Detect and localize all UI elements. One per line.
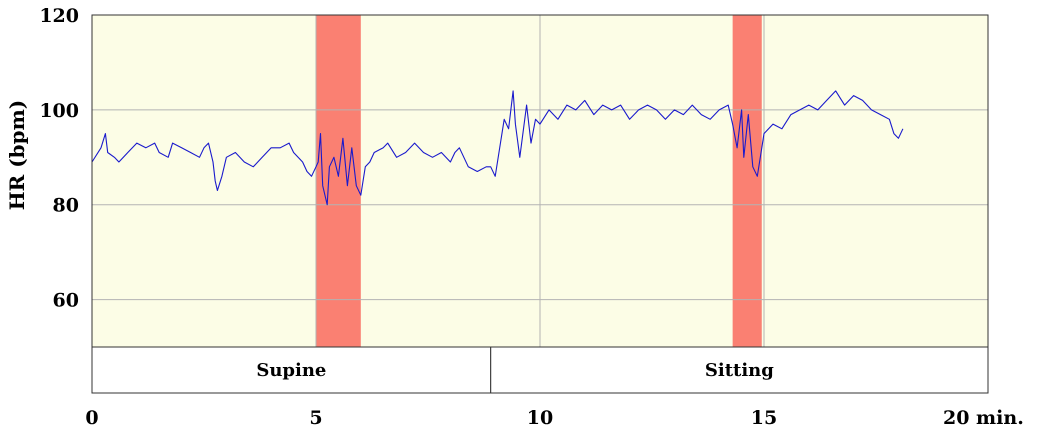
- y-tick-80: 80: [53, 195, 79, 217]
- highlight-band-2: [732, 15, 762, 347]
- grid-lines: [92, 15, 988, 347]
- highlight-bands: [316, 15, 762, 347]
- segment-label-2: Sitting: [705, 360, 774, 381]
- y-tick-100: 100: [39, 100, 79, 122]
- x-tick-0: 0: [85, 407, 98, 429]
- x-tick-15: 15: [751, 407, 777, 429]
- y-axis-label: HR (bpm): [5, 100, 29, 211]
- hr-series: [91, 90, 904, 206]
- x-tick-10: 10: [527, 407, 553, 429]
- y-tick-labels: 60 80 100 120: [39, 5, 79, 312]
- x-tick-labels: 0 5 10 15 20 min.: [85, 407, 1023, 429]
- segment-label-1: Supine: [256, 360, 326, 381]
- segment-box-2: [490, 346, 989, 394]
- x-tick-5: 5: [309, 407, 322, 429]
- y-tick-120: 120: [39, 5, 79, 27]
- segment-box-1: [91, 346, 492, 394]
- series-line-1: [91, 90, 904, 206]
- highlight-band-1: [316, 15, 361, 347]
- y-tick-60: 60: [53, 290, 79, 312]
- segment-bar: Supine Sitting: [91, 346, 989, 394]
- x-tick-20: 20 min.: [943, 407, 1024, 429]
